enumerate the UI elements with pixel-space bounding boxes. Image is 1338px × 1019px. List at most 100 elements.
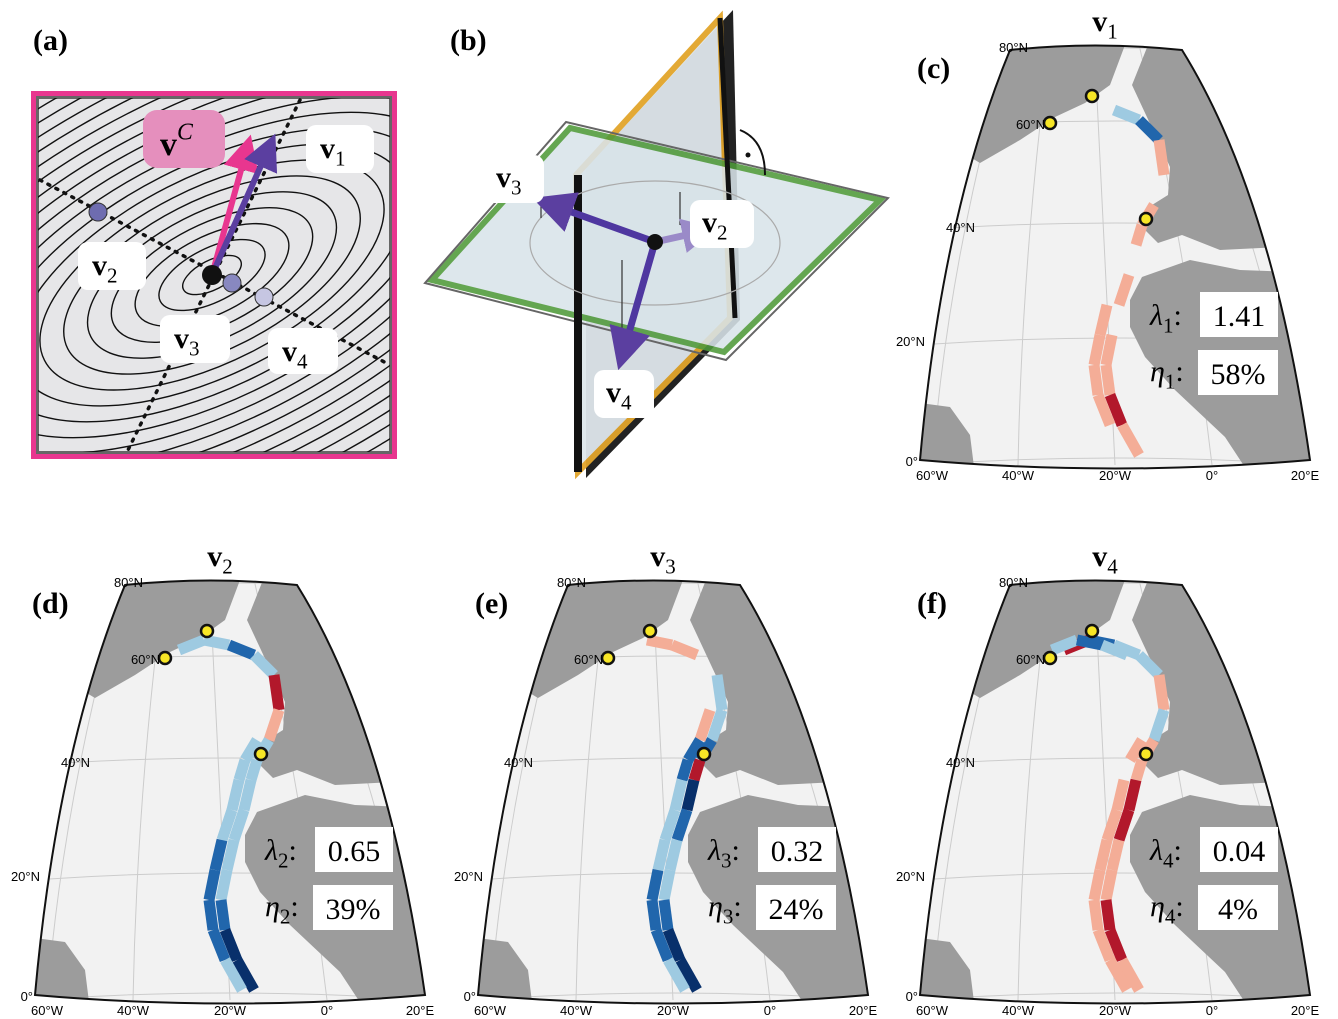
subscript: 2 (278, 849, 289, 873)
lon-label: 0° (1206, 1003, 1218, 1018)
anomaly-patch (1100, 840, 1107, 870)
anomaly-patch (694, 760, 700, 780)
anomaly-patch (647, 640, 672, 645)
anomaly-patch (239, 760, 245, 780)
symbol: η (1150, 355, 1165, 388)
suffix: : (1174, 299, 1182, 332)
lon-label: 60°W (916, 468, 949, 483)
lat-label: 20°N (896, 334, 925, 349)
anomaly-patch (215, 840, 222, 870)
symbol: v (207, 540, 222, 573)
lon-label: 40°W (117, 1003, 150, 1018)
symbol: v (92, 249, 107, 282)
lon-label: 20°E (849, 1003, 878, 1018)
subscript: 4 (297, 350, 308, 374)
anomaly-patch (209, 870, 215, 900)
symbol: v (496, 161, 511, 194)
map-panel: 80°N60°N40°N20°N0°60°W40°W20°W0°20°E(e)v… (438, 540, 908, 1018)
lat-label: 40°N (61, 755, 90, 770)
anomaly-patch (652, 900, 656, 930)
superscript: C (177, 120, 194, 146)
anomaly-patch (1136, 760, 1142, 780)
site-marker (159, 652, 171, 664)
site-marker (201, 625, 213, 637)
lon-label: 20°E (1291, 468, 1320, 483)
lat-label: 60°N (1016, 117, 1045, 132)
anomaly-patch (1129, 780, 1136, 810)
anomaly-patch (664, 870, 670, 900)
anomaly-patch (675, 780, 682, 810)
anomaly-patch (1094, 900, 1098, 930)
symbol: λ (1149, 299, 1163, 332)
anomaly-patch (1100, 305, 1107, 335)
lat-label: 60°N (131, 652, 160, 667)
map-title: v1 (1092, 5, 1118, 44)
anomaly-patch (232, 780, 239, 810)
lon-label: 20°W (1099, 1003, 1132, 1018)
lon-label: 60°W (916, 1003, 949, 1018)
lon-label: 60°W (31, 1003, 64, 1018)
lon-label: 20°W (214, 1003, 247, 1018)
figure: (a)vCv1v2v3v4(b)v3v2v480°N60°N40°N20°N0°… (0, 0, 1338, 1019)
lat-label: 0° (906, 454, 918, 469)
subscript: 3 (721, 849, 732, 873)
anomaly-patch (221, 870, 227, 900)
lon-label: 20°W (657, 1003, 690, 1018)
lat-label: 60°N (574, 652, 603, 667)
panel-label: (d) (32, 587, 69, 620)
anomaly-patch (1094, 870, 1100, 900)
lon-label: 0° (1206, 468, 1218, 483)
panel-label: (b) (450, 24, 487, 57)
map-title: v4 (1092, 540, 1118, 579)
point (89, 203, 107, 221)
anomaly-patch (251, 760, 257, 780)
lon-label: 0° (764, 1003, 776, 1018)
anomaly-patch (1136, 225, 1142, 245)
subscript: 4 (1163, 849, 1174, 873)
site-marker (1044, 652, 1056, 664)
suffix: : (1175, 890, 1183, 923)
eta-value: 4% (1218, 893, 1258, 926)
subscript: 4 (1165, 905, 1176, 929)
lon-label: 60°W (474, 1003, 507, 1018)
lat-label: 40°N (946, 220, 975, 235)
map-panel: 80°N60°N40°N20°N0°60°W40°W20°W0°20°E(f)v… (880, 540, 1338, 1018)
map-title: v2 (207, 540, 233, 579)
lat-label: 0° (464, 989, 476, 1004)
subscript: 4 (621, 391, 632, 415)
lat-label: 80°N (557, 575, 586, 590)
anomaly-patch (227, 840, 234, 870)
symbol: λ (264, 834, 278, 867)
symbol: v (650, 540, 665, 573)
symbol: v (282, 335, 297, 368)
lat-label: 0° (21, 989, 33, 1004)
symbol: v (174, 322, 189, 355)
site-marker (1086, 625, 1098, 637)
map-title: v3 (650, 540, 676, 579)
symbol: λ (1149, 834, 1163, 867)
anomaly-patch (1159, 675, 1164, 710)
lambda-value: 0.04 (1213, 835, 1266, 868)
suffix: : (733, 890, 741, 923)
anomaly-patch (1077, 640, 1102, 645)
panel-label: (f) (917, 587, 947, 620)
lon-label: 0° (321, 1003, 333, 1018)
subscript: 2 (717, 221, 728, 245)
eta-value: 39% (326, 893, 381, 926)
anomaly-patch (244, 780, 251, 810)
site-marker (698, 748, 710, 760)
anomaly-patch (1106, 365, 1110, 395)
symbol: v (1092, 5, 1107, 38)
suffix: : (732, 834, 740, 867)
eta-value: 58% (1211, 358, 1266, 391)
suffix: : (290, 890, 298, 923)
lon-label: 20°W (1099, 468, 1132, 483)
site-marker (1140, 213, 1152, 225)
anomaly-patch (221, 900, 225, 930)
symbol: v (160, 126, 177, 163)
map-panel: 80°N60°N40°N20°N0°60°W40°W20°W0°20°E(d)v… (0, 540, 465, 1018)
center-point (647, 234, 663, 250)
lat-label: 20°N (454, 869, 483, 884)
right-angle-dot (746, 153, 751, 158)
